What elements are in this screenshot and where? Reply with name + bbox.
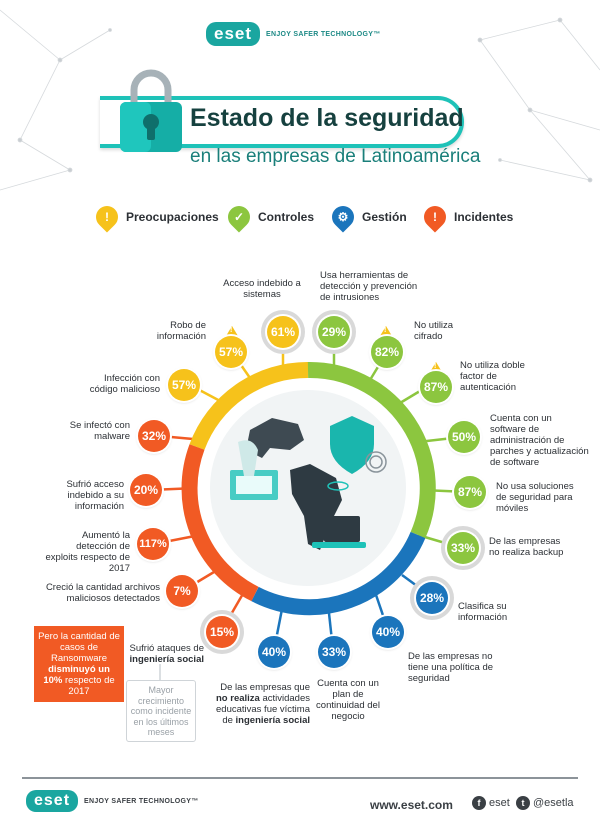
warning-icon: ! <box>430 362 442 372</box>
eset-logo-mark: eset <box>206 22 261 46</box>
page-subtitle: en las empresas de Latinoamérica <box>190 146 481 167</box>
stat-bubble: 33% <box>318 636 350 668</box>
ransom-pre: Pero la cantidad de casos de Ransomware <box>38 631 120 664</box>
label-bold: ingeniería social <box>129 654 204 665</box>
side-note: Mayor crecimiento como incidente en los … <box>126 680 196 742</box>
ransomware-note: Pero la cantidad de casos de Ransomware … <box>34 626 124 702</box>
website-link[interactable]: www.eset.com <box>370 798 453 812</box>
stat-bubble: 40% <box>258 636 290 668</box>
stat-label: Sufrió acceso indebido a su información <box>66 479 124 512</box>
page-title: Estado de la seguridad <box>190 104 464 132</box>
brand-tagline: ENJOY SAFER TECHNOLOGY™ <box>266 30 381 38</box>
legend-label: Preocupaciones <box>126 210 219 224</box>
twitter-link[interactable]: t @esetla <box>516 796 574 810</box>
stat-label: No utiliza doble factor de autenticación <box>460 360 525 393</box>
stat-bubble: 82% <box>371 336 403 368</box>
connector-line <box>159 664 161 680</box>
stat-label: De las empresas no tiene una política de… <box>408 651 494 684</box>
stat-label: Usa herramientas de detección y prevenci… <box>320 270 418 303</box>
twitter-icon: t <box>516 796 530 810</box>
stat-label: No utiliza cifrado <box>414 320 454 342</box>
stat-bubble: 50% <box>448 421 480 453</box>
legend-item-controles: ✓ Controles <box>223 201 315 233</box>
stat-bubble: 28% <box>416 582 448 614</box>
legend-label: Controles <box>258 210 315 224</box>
footer-divider <box>22 777 578 779</box>
stat-bubble: 57% <box>168 369 200 401</box>
stat-bubble: 32% <box>138 420 170 452</box>
facebook-handle: eset <box>489 797 510 809</box>
stat-label-ingenieria: De las empresas que no realiza actividad… <box>214 682 310 726</box>
stat-bubble: 57% <box>215 336 247 368</box>
label-bold: no realiza <box>216 693 260 704</box>
legend-item-incidentes: ! Incidentes <box>419 201 514 233</box>
footer-eset-logo: eset ENJOY SAFER TECHNOLOGY™ <box>26 790 199 812</box>
legend-label: Incidentes <box>454 210 514 224</box>
eset-logo: eset ENJOY SAFER TECHNOLOGY™ <box>206 22 381 46</box>
twitter-handle: @esetla <box>533 797 574 809</box>
stat-label-social: Sufrió ataques de ingeniería social <box>118 643 204 665</box>
legend-label: Gestión <box>362 210 407 224</box>
stat-label: De las empresas no realiza backup <box>489 536 564 558</box>
stat-label: Robo de información <box>156 320 206 342</box>
stat-label: Clasifica su información <box>458 601 508 623</box>
stat-label: Creció la cantidad archivos maliciosos d… <box>45 582 160 604</box>
warning-icon: ! <box>380 326 392 336</box>
stat-bubble: 29% <box>318 316 350 348</box>
warning-icon: ! <box>226 326 238 336</box>
ransom-post: respecto de 2017 <box>65 675 115 697</box>
ransom-bold: disminuyó un 10% <box>43 664 110 686</box>
stat-label: Cuenta con un plan de continuidad del ne… <box>316 678 380 722</box>
padlock-icon <box>120 69 182 152</box>
stat-bubble: 7% <box>166 575 198 607</box>
stat-label: Se infectó con malware <box>69 420 130 442</box>
stat-bubble: 61% <box>267 316 299 348</box>
stat-bubble: 40% <box>372 616 404 648</box>
brand-tagline: ENJOY SAFER TECHNOLOGY™ <box>84 797 199 805</box>
stat-bubble: 117% <box>137 528 169 560</box>
stat-bubble: 33% <box>447 532 479 564</box>
label-part: De las empresas que <box>220 682 310 693</box>
stat-label: Infección con código malicioso <box>89 373 160 395</box>
stat-label: Cuenta con un software de administración… <box>490 413 589 468</box>
stat-bubble: 87% <box>420 371 452 403</box>
stat-label: Acceso indebido a sistemas <box>223 278 301 300</box>
label-part: actividades educativas fue víctima de <box>216 693 310 726</box>
stat-label: Aumentó la detección de exploits respect… <box>45 530 131 574</box>
eset-logo-mark: eset <box>26 790 79 812</box>
stat-bubble: 20% <box>130 474 162 506</box>
facebook-link[interactable]: f eset <box>472 796 510 810</box>
stat-bubble: 87% <box>454 476 486 508</box>
label-bold: ingeniería social <box>235 715 310 726</box>
stat-bubble: 15% <box>206 616 238 648</box>
facebook-icon: f <box>472 796 486 810</box>
legend-item-preocupaciones: ! Preocupaciones <box>91 201 219 233</box>
legend-item-gestion: ⚙ Gestión <box>327 201 407 233</box>
stat-label: No usa soluciones de seguridad para móvi… <box>496 481 574 514</box>
label-part: Sufrió ataques de <box>129 643 204 654</box>
